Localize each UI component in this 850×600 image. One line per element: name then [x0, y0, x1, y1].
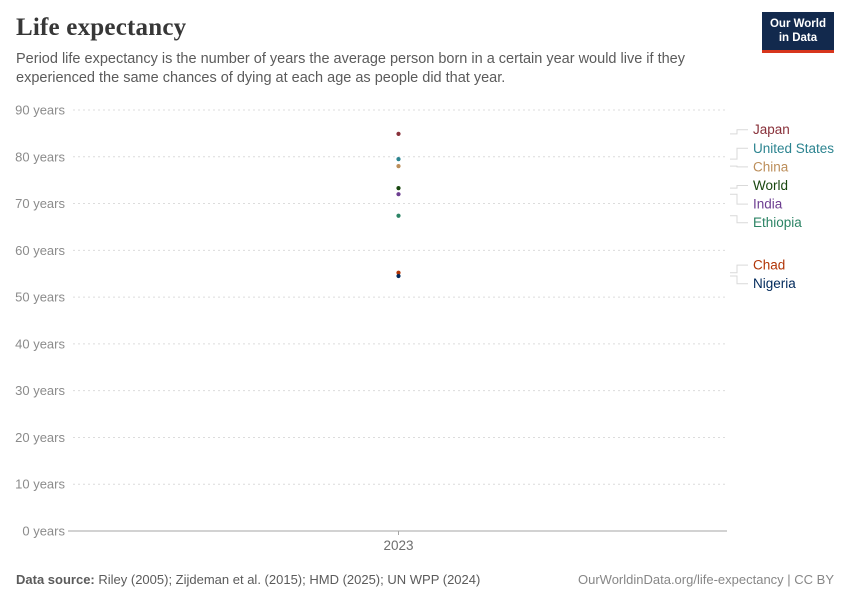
data-point-japan[interactable] [396, 131, 401, 136]
legend-item-india[interactable]: India [753, 197, 783, 212]
legend-item-nigeria[interactable]: Nigeria [753, 276, 796, 291]
legend-connector [730, 215, 748, 224]
y-tick-label: 20 years [15, 430, 65, 445]
y-tick-label: 80 years [15, 149, 65, 164]
legend-connector [730, 184, 748, 189]
legend-connector [730, 275, 748, 285]
data-point-china[interactable] [396, 164, 401, 169]
data-point-india[interactable] [396, 192, 401, 197]
chart-subtitle: Period life expectancy is the number of … [16, 51, 685, 86]
data-point-united-states[interactable] [396, 157, 401, 162]
data-source-text: Riley (2005); Zijdeman et al. (2015); HM… [94, 572, 481, 587]
data-point-chad[interactable] [396, 270, 401, 275]
legend-item-united-states[interactable]: United States [753, 141, 834, 156]
data-point-ethiopia[interactable] [396, 213, 401, 218]
legend-item-ethiopia[interactable]: Ethiopia [753, 215, 802, 230]
legend-item-china[interactable]: China [753, 159, 789, 174]
legend-connector [730, 193, 748, 205]
y-tick-label: 70 years [15, 196, 65, 211]
y-tick-label: 50 years [15, 290, 65, 305]
chart-footer: Data source: Riley (2005); Zijdeman et a… [16, 572, 834, 587]
chart-plot-area: 0 years 10 years 20 years 30 years 40 years 5… [15, 103, 834, 554]
x-tick-label: 2023 [383, 538, 413, 553]
legend-connector [730, 129, 748, 135]
y-tick-label: 60 years [15, 243, 65, 258]
y-tick-label: 30 years [15, 383, 65, 398]
y-tick-label: 0 years [22, 524, 65, 539]
y-tick-label: 40 years [15, 336, 65, 351]
owid-logo[interactable]: Our World in Data [761, 12, 834, 53]
legend-item-chad[interactable]: Chad [753, 258, 785, 273]
data-point-nigeria[interactable] [396, 273, 401, 279]
y-tick-label: 10 years [15, 477, 65, 492]
data-point-world[interactable] [396, 186, 401, 191]
owid-logo-line1: Our World [769, 18, 826, 30]
data-source-label: Data source: [16, 572, 95, 587]
legend-connector [730, 147, 748, 160]
legend-connector [730, 165, 748, 168]
legend-item-japan[interactable]: Japan [753, 122, 790, 137]
owid-logo-line2: in Data [778, 32, 818, 45]
chart-header: Life expectancy Period life expectancy i… [0, 0, 850, 87]
page-title: Life expectancy [16, 14, 187, 41]
data-source-note: Data source: Riley (2005); Zijdeman et a… [16, 572, 480, 587]
license-link[interactable]: OurWorldinData.org/life-expectancy | CC … [577, 572, 834, 587]
legend-connector [730, 264, 748, 274]
legend-item-world[interactable]: World [753, 178, 788, 193]
y-tick-label: 90 years [15, 103, 65, 118]
